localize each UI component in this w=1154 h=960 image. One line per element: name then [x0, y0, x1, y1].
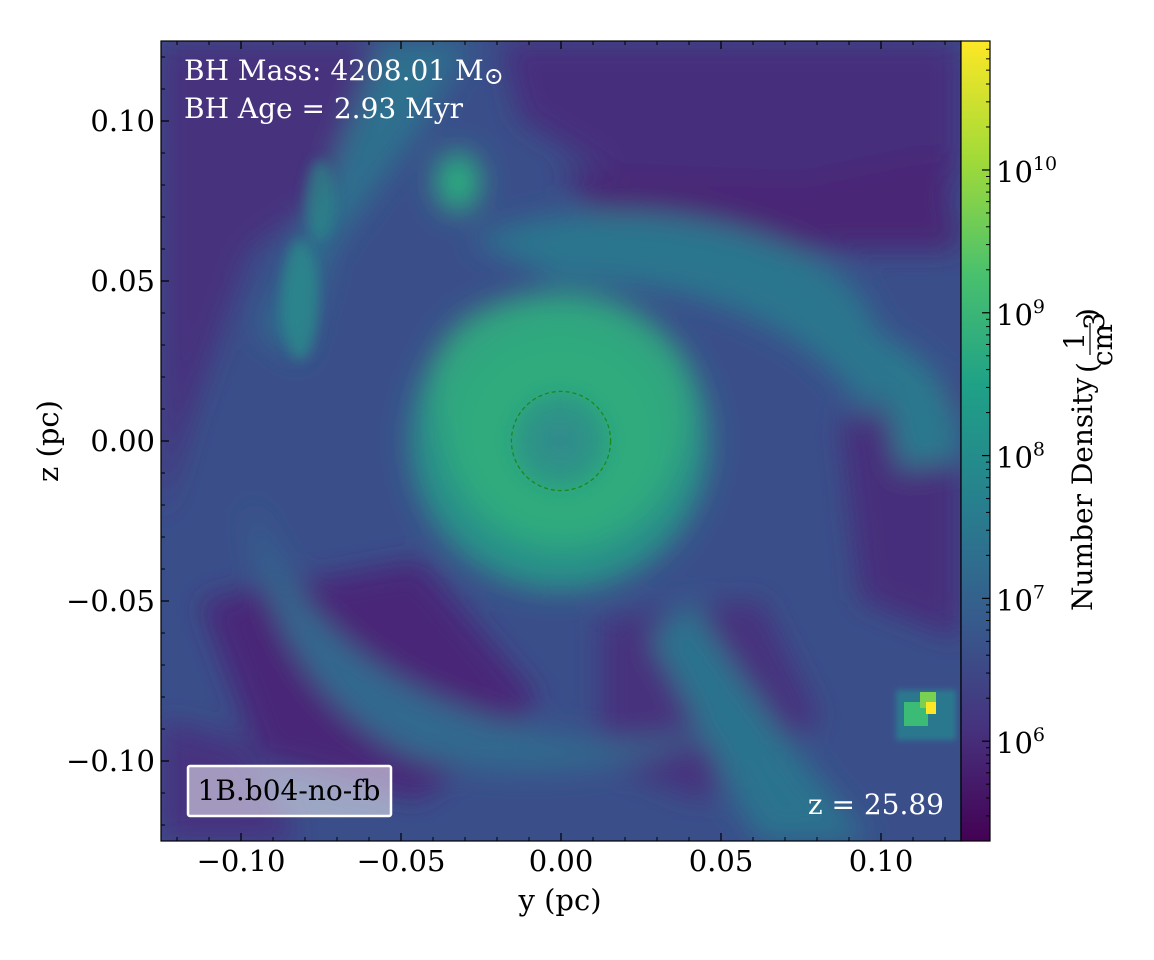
y-tick-label: −0.10 — [66, 744, 155, 778]
colorbar-tick-label: 1010 — [996, 153, 1057, 189]
x-tick-label: 0.00 — [529, 844, 594, 878]
colorbar-tick-label: 106 — [996, 724, 1045, 760]
y-tick-label: −0.05 — [66, 584, 155, 618]
x-axis-label: y (pc) — [517, 883, 601, 917]
colorbar-unit-denominator: cm — [1086, 324, 1119, 366]
density-heatmap — [161, 41, 961, 841]
colorbar-paren-left: ( — [1071, 362, 1104, 373]
x-tick-label: −0.10 — [197, 844, 286, 878]
hot-clump — [896, 690, 956, 740]
colorbar-tick-label: 108 — [996, 439, 1045, 475]
y-axis-label: z (pc) — [31, 400, 65, 482]
colorbar-paren-right: ) — [1071, 308, 1104, 319]
bh-mass-annotation: BH Mass: 4208.01 M⊙ — [184, 54, 504, 90]
colorbar-unit-exponent: 3 — [1078, 312, 1111, 330]
x-axis-ticks: −0.10 −0.05 0.00 0.05 0.10 — [176, 41, 946, 878]
colorbar-ticks: 106 107 108 109 1010 — [982, 48, 1057, 817]
bh-accretion-circle — [510, 390, 612, 492]
simulation-label: 1B.b04-no-fb — [198, 774, 381, 807]
y-tick-label: 0.00 — [90, 424, 155, 458]
bh-mass-text: BH Mass: 4208.01 M — [184, 54, 484, 87]
x-tick-label: 0.10 — [849, 844, 914, 878]
x-tick-label: 0.05 — [689, 844, 754, 878]
colorbar-unit-numerator: 1 — [1058, 332, 1091, 350]
y-tick-label: 0.10 — [90, 104, 155, 138]
x-tick-label: −0.05 — [357, 844, 446, 878]
sun-symbol: ⊙ — [484, 62, 504, 90]
colorbar — [960, 40, 991, 842]
colorbar-label-text: Number Density — [1066, 378, 1099, 611]
y-tick-label: 0.05 — [90, 264, 155, 298]
simulation-label-box: 1B.b04-no-fb — [186, 764, 393, 818]
redshift-annotation: z = 25.89 — [808, 788, 944, 821]
colorbar-label: Number Density ( 1 cm 3 ) — [1058, 308, 1119, 611]
bh-age-annotation: BH Age = 2.93 Myr — [184, 92, 464, 125]
colorbar-tick-label: 107 — [996, 581, 1045, 617]
y-axis-ticks: 0.10 0.05 0.00 −0.05 −0.10 — [66, 56, 169, 826]
colorbar-tick-label: 109 — [996, 296, 1045, 332]
